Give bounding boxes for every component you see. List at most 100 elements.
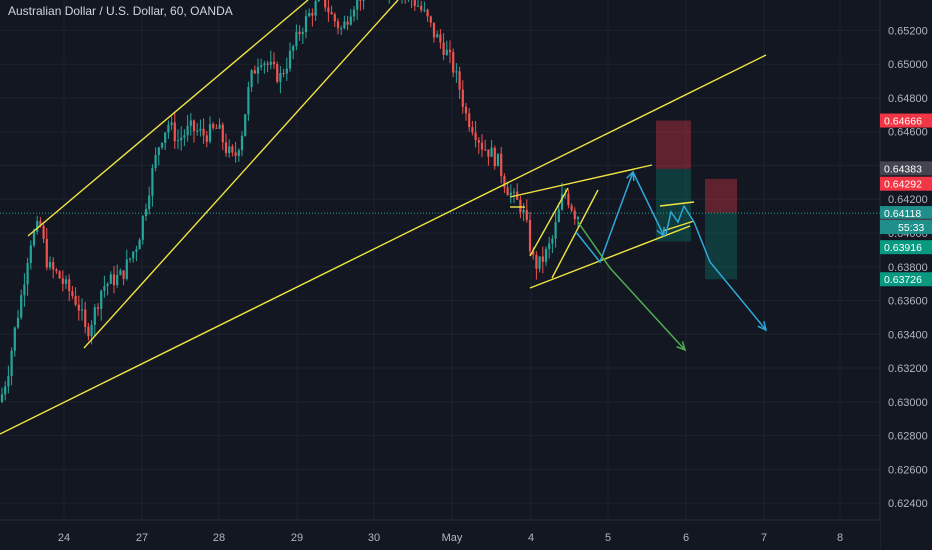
candle-body [285, 68, 288, 74]
candle-body [93, 307, 96, 325]
candle-body [503, 176, 506, 188]
candle-body [512, 191, 516, 193]
candle-body [420, 5, 423, 10]
candle-body [228, 146, 231, 154]
candle-body [576, 217, 580, 220]
countdown-box [880, 220, 932, 235]
candle-body [263, 63, 266, 66]
candle-body [109, 274, 112, 284]
candle-body [324, 0, 327, 8]
candle-body [77, 304, 80, 311]
candle-body [336, 21, 340, 29]
price-tag-label: 0.64383 [884, 163, 922, 175]
price-tag-box [880, 272, 932, 287]
price-tag-box [880, 176, 932, 191]
candle-body [416, 5, 420, 7]
candle-body [442, 42, 445, 55]
candle-body [218, 124, 221, 129]
candle-body [128, 258, 132, 260]
y-tick-label: 0.63400 [888, 329, 928, 341]
x-tick-label: 24 [58, 532, 70, 544]
candle-body [349, 16, 352, 25]
channel-lower-trendline [83, 0, 399, 349]
candle-body [29, 245, 32, 264]
candle-body [327, 7, 330, 13]
price-tag-label: 0.64666 [884, 116, 922, 128]
candle-body [330, 12, 333, 15]
candle-body [192, 120, 196, 132]
candle-body [36, 221, 39, 232]
time-axis-background [0, 520, 880, 550]
candle-body [52, 261, 55, 270]
candle-body [477, 140, 480, 143]
candle-body [39, 221, 42, 226]
candle-body [224, 142, 228, 154]
candle-body [538, 256, 541, 269]
candle-body [116, 274, 119, 286]
candle-body [231, 146, 234, 153]
candle-body [317, 0, 320, 1]
candle-body [292, 46, 295, 51]
candle-body [256, 67, 260, 74]
candle-body [266, 63, 269, 65]
candle-body [260, 65, 263, 68]
candle-body [132, 251, 135, 259]
candle-body [480, 142, 484, 150]
candle-body [23, 284, 26, 296]
x-tick-label: 27 [136, 532, 148, 544]
price-tag-label: 0.63726 [884, 274, 922, 286]
candle-body [164, 132, 167, 143]
candle-body [212, 124, 215, 128]
projection-arrow-down-2 [665, 204, 768, 332]
candle-body [100, 290, 103, 309]
candle-body [144, 209, 148, 217]
candle-body [522, 210, 525, 213]
candle-body [157, 147, 160, 156]
candle-body [551, 238, 554, 244]
candle-body [151, 168, 154, 196]
candle-body [311, 12, 314, 16]
candle-body [80, 309, 84, 311]
candle-body [61, 278, 64, 284]
candle-body [160, 142, 164, 148]
x-tick-label: May [442, 532, 463, 544]
countdown-label: 55:33 [898, 222, 924, 234]
candle-body [20, 295, 23, 318]
candle-body [183, 135, 186, 138]
candle-body [509, 192, 512, 196]
candle-body [458, 71, 461, 90]
candle-body [244, 114, 247, 136]
candle-body [68, 279, 71, 292]
candle-body [525, 210, 528, 221]
candle-body [493, 147, 496, 167]
candle-body [125, 259, 128, 279]
candle-body [452, 52, 455, 73]
price-tag-box [880, 240, 932, 255]
candle-body [141, 216, 144, 240]
candle-body [240, 135, 244, 151]
long-term-trendline [0, 54, 767, 435]
x-tick-label: 5 [605, 532, 611, 544]
candle-body [468, 113, 471, 128]
projection-arrow-down-2-path [665, 204, 767, 331]
candle-body [138, 239, 141, 250]
candle-body [279, 73, 282, 82]
price-tag-label: 0.63916 [884, 242, 922, 254]
candle-body [567, 193, 570, 206]
y-tick-label: 0.63600 [888, 296, 928, 308]
candle-body [413, 0, 416, 6]
y-tick-label: 0.64600 [888, 127, 928, 139]
price-tag-label: 0.64118 [884, 208, 921, 220]
candle-body [461, 89, 464, 107]
candle-body [170, 122, 173, 125]
candle-body [490, 147, 493, 157]
candle-body [519, 199, 522, 213]
candle-body [487, 149, 490, 157]
candle-body [74, 295, 77, 305]
candle-body [64, 279, 68, 284]
candle-body [314, 0, 317, 16]
take-profit-zone-2 [705, 212, 737, 280]
candle-body [432, 22, 436, 38]
